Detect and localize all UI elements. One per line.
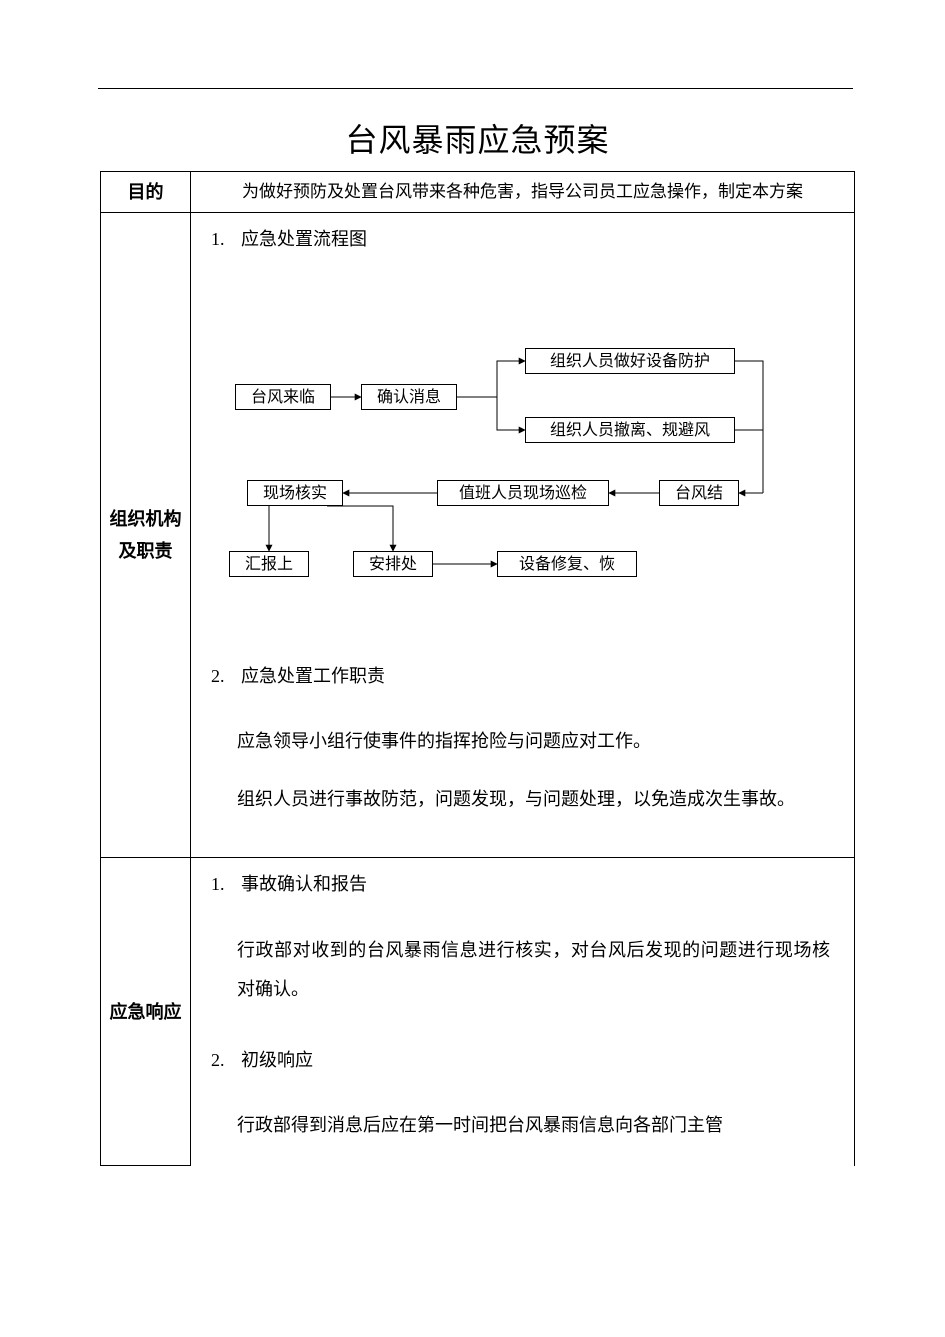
flow-edge — [735, 361, 763, 493]
flow-node-g: 现场核实 — [247, 480, 343, 506]
response-item-1: 1. 事故确认和报告 — [205, 868, 840, 900]
flow-node-f: 值班人员现场巡检 — [437, 480, 609, 506]
list-number: 1. — [211, 868, 233, 900]
flow-edge — [497, 397, 525, 430]
plan-table: 目的 为做好预防及处置台风带来各种危害，指导公司员工应急操作，制定本方案 组织机… — [100, 171, 855, 1166]
flowchart: 台风来临 确认消息 组织人员做好设备防护组织人员撤离、规避风台风结 值班人员现场巡检 现… — [205, 262, 840, 612]
organization-content: 1. 应急处置流程图 台风来临确认消息组织人员做好设备防护组织人员撤离、规避风台… — [191, 213, 855, 858]
response-paragraph-1: 行政部对收到的台风暴雨信息进行核实，对台风后发现的问题进行现场核对确认。 — [205, 931, 840, 1010]
flow-edge — [497, 361, 525, 397]
list-number: 1. — [211, 223, 233, 255]
flow-node-b: 确认消息 — [361, 384, 457, 410]
org-paragraph-1: 应急领导小组行使事件的指挥抢险与问题应对工作。 — [205, 722, 840, 762]
row-organization: 组织机构及职责 1. 应急处置流程图 台风来临确认消息组织人员做好设备防护组织人… — [101, 213, 855, 858]
org-item-1: 1. 应急处置流程图 — [205, 223, 840, 255]
response-item-2: 2. 初级响应 — [205, 1044, 840, 1076]
label-organization: 组织机构及职责 — [101, 213, 191, 858]
list-title: 初级响应 — [241, 1044, 313, 1076]
flow-node-c: 组织人员做好设备防护 — [525, 348, 735, 374]
org-paragraph-2: 组织人员进行事故防范，问题发现，与问题处理，以免造成次生事故。 — [205, 780, 840, 820]
purpose-text: 为做好预防及处置台风带来各种危害，指导公司员工应急操作，制定本方案 — [191, 172, 855, 213]
flow-node-h: 汇报上 — [229, 551, 309, 577]
page-content: 台风暴雨应急预案 目的 为做好预防及处置台风带来各种危害，指导公司员工应急操作，… — [100, 85, 855, 1166]
list-title: 应急处置工作职责 — [241, 660, 385, 692]
flow-node-e: 台风结 — [659, 480, 739, 506]
document-title: 台风暴雨应急预案 — [100, 115, 855, 161]
list-title: 事故确认和报告 — [241, 868, 367, 900]
flow-edge — [327, 506, 393, 551]
response-paragraph-2: 行政部得到消息后应在第一时间把台风暴雨信息向各部门主管 — [205, 1106, 840, 1146]
row-response: 应急响应 1. 事故确认和报告 行政部对收到的台风暴雨信息进行核实，对台风后发现… — [101, 858, 855, 1166]
list-number: 2. — [211, 660, 233, 692]
org-item-2: 2. 应急处置工作职责 — [205, 660, 840, 692]
list-title: 应急处置流程图 — [241, 223, 367, 255]
row-purpose: 目的 为做好预防及处置台风带来各种危害，指导公司员工应急操作，制定本方案 — [101, 172, 855, 213]
flow-node-j: 设备修复、恢 — [497, 551, 637, 577]
response-content: 1. 事故确认和报告 行政部对收到的台风暴雨信息进行核实，对台风后发现的问题进行… — [191, 858, 855, 1166]
flow-node-d: 组织人员撤离、规避风 — [525, 417, 735, 443]
flow-node-i: 安排处 — [353, 551, 433, 577]
label-response: 应急响应 — [101, 858, 191, 1166]
list-number: 2. — [211, 1044, 233, 1076]
label-purpose: 目的 — [101, 172, 191, 213]
flow-node-a: 台风来临 — [235, 384, 331, 410]
